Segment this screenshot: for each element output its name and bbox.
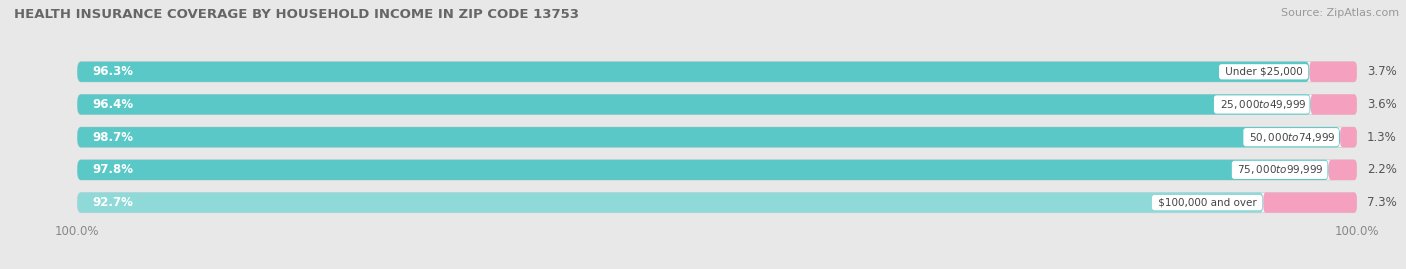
FancyBboxPatch shape [77, 192, 1357, 213]
FancyBboxPatch shape [77, 127, 1357, 147]
Text: 3.6%: 3.6% [1367, 98, 1396, 111]
Text: $75,000 to $99,999: $75,000 to $99,999 [1234, 163, 1324, 176]
FancyBboxPatch shape [1310, 94, 1357, 115]
Text: 96.3%: 96.3% [93, 65, 134, 78]
Text: 98.7%: 98.7% [93, 131, 134, 144]
Text: $25,000 to $49,999: $25,000 to $49,999 [1216, 98, 1308, 111]
Text: HEALTH INSURANCE COVERAGE BY HOUSEHOLD INCOME IN ZIP CODE 13753: HEALTH INSURANCE COVERAGE BY HOUSEHOLD I… [14, 8, 579, 21]
Text: 96.4%: 96.4% [93, 98, 134, 111]
FancyBboxPatch shape [77, 160, 1329, 180]
FancyBboxPatch shape [77, 62, 1357, 82]
Text: 2.2%: 2.2% [1367, 163, 1398, 176]
FancyBboxPatch shape [1329, 160, 1357, 180]
Text: 1.3%: 1.3% [1367, 131, 1396, 144]
FancyBboxPatch shape [1264, 192, 1357, 213]
Text: Source: ZipAtlas.com: Source: ZipAtlas.com [1281, 8, 1399, 18]
FancyBboxPatch shape [77, 94, 1357, 115]
Text: $50,000 to $74,999: $50,000 to $74,999 [1246, 131, 1336, 144]
FancyBboxPatch shape [77, 94, 1310, 115]
Text: 3.7%: 3.7% [1367, 65, 1396, 78]
FancyBboxPatch shape [77, 192, 1264, 213]
FancyBboxPatch shape [77, 160, 1357, 180]
Text: $100,000 and over: $100,000 and over [1154, 198, 1260, 208]
Text: Under $25,000: Under $25,000 [1222, 67, 1306, 77]
Text: 7.3%: 7.3% [1367, 196, 1396, 209]
FancyBboxPatch shape [1309, 62, 1357, 82]
Text: 97.8%: 97.8% [93, 163, 134, 176]
FancyBboxPatch shape [77, 127, 1340, 147]
Text: 92.7%: 92.7% [93, 196, 134, 209]
FancyBboxPatch shape [1340, 127, 1357, 147]
FancyBboxPatch shape [77, 62, 1309, 82]
